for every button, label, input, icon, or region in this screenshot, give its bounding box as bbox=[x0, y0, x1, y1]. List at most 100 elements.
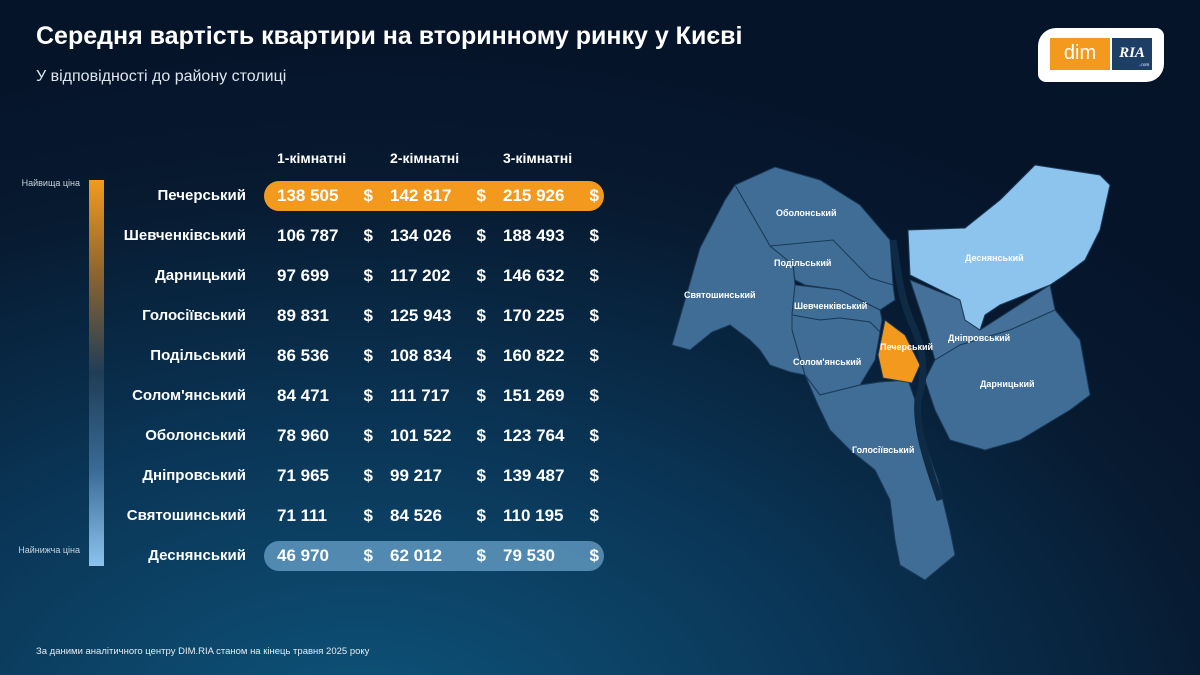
map-label-shevchenko: Шевченківський bbox=[794, 301, 867, 311]
price-cell: 142 817 $ bbox=[390, 181, 500, 211]
price-cell: 78 960 $ bbox=[277, 421, 387, 451]
district-name: Шевченківський bbox=[123, 227, 246, 244]
map-label-darnytsia: Дарницький bbox=[980, 379, 1035, 389]
price-value: 86 536 bbox=[277, 346, 329, 365]
price-value: 71 111 bbox=[277, 506, 328, 525]
price-cell: 108 834 $ bbox=[390, 341, 500, 371]
logo-dim: dim bbox=[1050, 38, 1110, 70]
price-value: 111 717 bbox=[390, 386, 450, 405]
price-value: 117 202 bbox=[390, 266, 451, 285]
price-cell: 123 764 $ bbox=[503, 421, 613, 451]
page-title: Середня вартість квартири на вторинному … bbox=[36, 22, 743, 50]
map-label-solomyan: Солом'янський bbox=[793, 357, 861, 367]
district-name: Подільський bbox=[150, 347, 246, 364]
map-label-sviatoshyn: Святошинський bbox=[684, 290, 756, 300]
column-header-1room: 1-кімнатні bbox=[277, 150, 347, 166]
price-cell: 170 225 $ bbox=[503, 301, 613, 331]
district-name: Деснянський bbox=[148, 547, 246, 564]
logo-suffix: .com bbox=[1139, 63, 1149, 68]
table-row: Деснянський 46 970 $62 012 $79 530 $ bbox=[0, 541, 620, 571]
currency-symbol: $ bbox=[363, 186, 373, 205]
price-value: 125 943 bbox=[390, 306, 452, 325]
price-cell: 110 195 $ bbox=[503, 501, 613, 531]
price-gradient-legend bbox=[89, 180, 104, 566]
table-row: Дніпровський 71 965 $99 217 $139 487 $ bbox=[0, 461, 620, 491]
currency-symbol: $ bbox=[589, 306, 599, 325]
legend-high-label: Найвища ціна bbox=[21, 178, 80, 188]
price-cell: 117 202 $ bbox=[390, 261, 500, 291]
table-row: Печерський 138 505 $142 817 $215 926 $ bbox=[0, 181, 620, 211]
price-value: 71 965 bbox=[277, 466, 329, 485]
currency-symbol: $ bbox=[476, 546, 486, 565]
price-value: 139 487 bbox=[503, 466, 565, 485]
currency-symbol: $ bbox=[476, 506, 486, 525]
currency-symbol: $ bbox=[476, 466, 486, 485]
price-cell: 111 717 $ bbox=[390, 381, 500, 411]
currency-symbol: $ bbox=[363, 386, 373, 405]
table-row: Подільський 86 536 $108 834 $160 822 $ bbox=[0, 341, 620, 371]
currency-symbol: $ bbox=[476, 386, 486, 405]
map-district-pechersk[interactable] bbox=[877, 319, 921, 384]
map-label-obolon: Оболонський bbox=[776, 208, 836, 218]
column-header-2room: 2-кімнатні bbox=[390, 150, 460, 166]
price-value: 62 012 bbox=[390, 546, 442, 565]
currency-symbol: $ bbox=[589, 226, 599, 245]
price-cell: 97 699 $ bbox=[277, 261, 387, 291]
price-cell: 101 522 $ bbox=[390, 421, 500, 451]
currency-symbol: $ bbox=[363, 306, 373, 325]
price-value: 110 195 bbox=[503, 506, 564, 525]
logo-ria: RIA .com bbox=[1112, 38, 1152, 70]
currency-symbol: $ bbox=[363, 426, 373, 445]
highlight-pill-lowest bbox=[264, 541, 604, 571]
price-cell: 146 632 $ bbox=[503, 261, 613, 291]
map-label-dnipro: Дніпровський bbox=[948, 333, 1010, 343]
currency-symbol: $ bbox=[589, 466, 599, 485]
currency-symbol: $ bbox=[363, 546, 373, 565]
price-value: 78 960 bbox=[277, 426, 329, 445]
price-cell: 160 822 $ bbox=[503, 341, 613, 371]
price-cell: 106 787 $ bbox=[277, 221, 387, 251]
price-value: 188 493 bbox=[503, 226, 565, 245]
dimria-logo: dim RIA .com bbox=[1038, 28, 1164, 82]
price-cell: 138 505 $ bbox=[277, 181, 387, 211]
price-value: 123 764 bbox=[503, 426, 565, 445]
legend-low-label: Найнижча ціна bbox=[18, 545, 80, 555]
table-row: Солом'янський 84 471 $111 717 $151 269 $ bbox=[0, 381, 620, 411]
highlight-pill-highest bbox=[264, 181, 604, 211]
price-value: 170 225 bbox=[503, 306, 565, 325]
price-value: 215 926 bbox=[503, 186, 565, 205]
map-label-desna: Деснянський bbox=[965, 253, 1024, 263]
district-name: Голосіївський bbox=[142, 307, 246, 324]
currency-symbol: $ bbox=[589, 346, 599, 365]
price-cell: 84 471 $ bbox=[277, 381, 387, 411]
price-value: 134 026 bbox=[390, 226, 452, 245]
page-subtitle: У відповідності до району столиці bbox=[36, 68, 287, 85]
price-value: 106 787 bbox=[277, 226, 339, 245]
map-label-podil: Подільський bbox=[774, 258, 831, 268]
currency-symbol: $ bbox=[476, 426, 486, 445]
price-cell: 84 526 $ bbox=[390, 501, 500, 531]
price-value: 151 269 bbox=[503, 386, 565, 405]
district-name: Печерський bbox=[157, 187, 246, 204]
price-value: 101 522 bbox=[390, 426, 452, 445]
currency-symbol: $ bbox=[363, 506, 373, 525]
column-header-3room: 3-кімнатні bbox=[503, 150, 573, 166]
price-value: 146 632 bbox=[503, 266, 565, 285]
district-name: Святошинський bbox=[126, 507, 246, 524]
table-row: Дарницький 97 699 $117 202 $146 632 $ bbox=[0, 261, 620, 291]
map-district-darnytsia[interactable] bbox=[924, 309, 1091, 451]
currency-symbol: $ bbox=[363, 266, 373, 285]
price-value: 84 526 bbox=[390, 506, 442, 525]
district-name: Дніпровський bbox=[142, 467, 246, 484]
currency-symbol: $ bbox=[589, 386, 599, 405]
currency-symbol: $ bbox=[589, 506, 599, 525]
price-cell: 79 530 $ bbox=[503, 541, 613, 571]
table-row: Голосіївський 89 831 $125 943 $170 225 $ bbox=[0, 301, 620, 331]
price-value: 89 831 bbox=[277, 306, 329, 325]
map-district-solomyan[interactable] bbox=[791, 314, 881, 396]
map-label-holosiiv: Голосіївський bbox=[852, 445, 914, 455]
currency-symbol: $ bbox=[476, 186, 486, 205]
price-cell: 215 926 $ bbox=[503, 181, 613, 211]
currency-symbol: $ bbox=[476, 266, 486, 285]
map-district-desna[interactable] bbox=[907, 164, 1111, 331]
